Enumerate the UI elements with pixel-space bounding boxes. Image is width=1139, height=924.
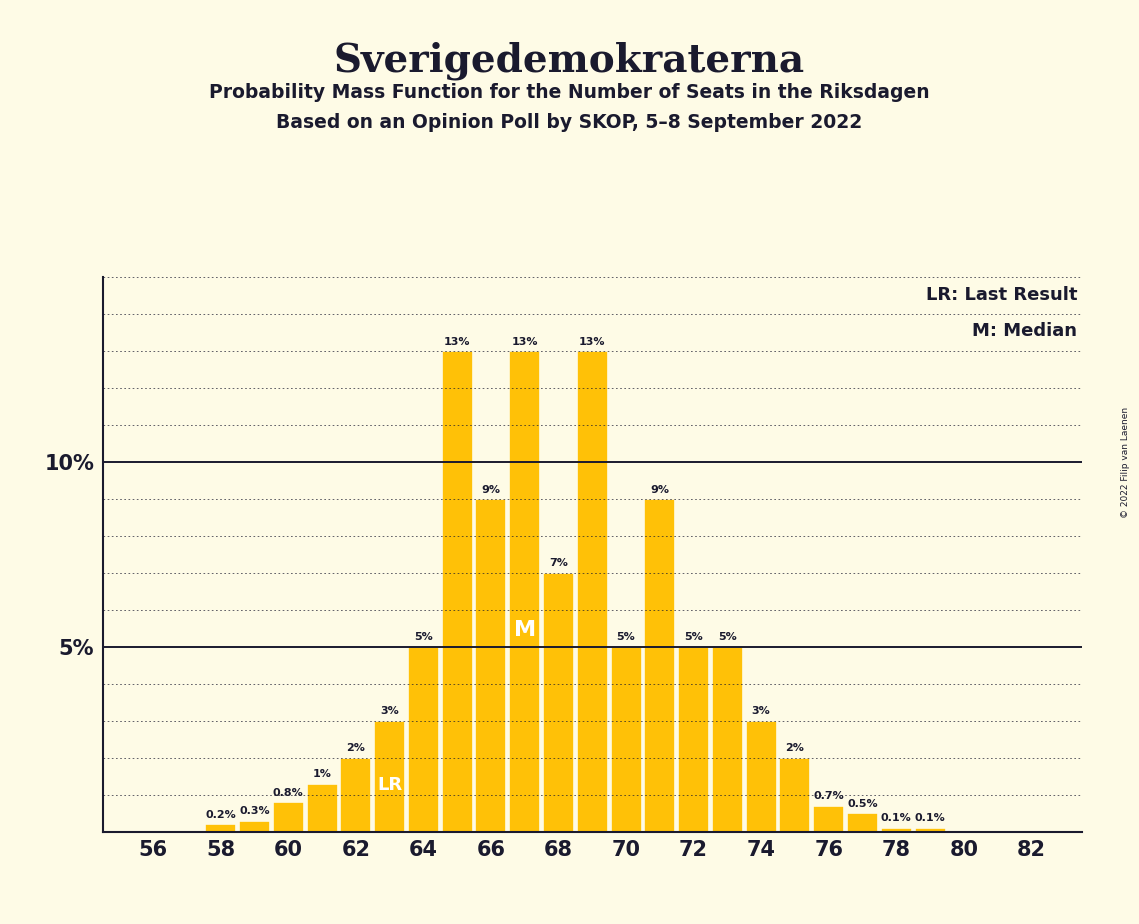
Text: 1%: 1% xyxy=(312,769,331,779)
Text: 2%: 2% xyxy=(346,743,366,753)
Text: 13%: 13% xyxy=(579,336,606,346)
Text: 2%: 2% xyxy=(786,743,804,753)
Bar xyxy=(611,647,641,832)
Text: 0.7%: 0.7% xyxy=(813,791,844,801)
Bar xyxy=(408,647,439,832)
Text: 3%: 3% xyxy=(752,706,771,716)
Bar xyxy=(576,351,608,832)
Bar xyxy=(813,806,844,832)
Bar xyxy=(272,802,304,832)
Text: 13%: 13% xyxy=(444,336,470,346)
Text: 0.1%: 0.1% xyxy=(880,813,911,823)
Text: 9%: 9% xyxy=(650,484,670,494)
Bar xyxy=(341,758,371,832)
Text: 0.8%: 0.8% xyxy=(273,787,304,797)
Text: 0.2%: 0.2% xyxy=(205,809,236,820)
Text: 5%: 5% xyxy=(718,632,737,642)
Text: M: Median: M: Median xyxy=(973,322,1077,339)
Text: 0.1%: 0.1% xyxy=(915,813,945,823)
Bar xyxy=(779,758,811,832)
Bar xyxy=(475,499,507,832)
Text: 13%: 13% xyxy=(511,336,538,346)
Text: M: M xyxy=(514,620,535,639)
Bar xyxy=(205,824,236,832)
Bar xyxy=(678,647,710,832)
Text: 0.5%: 0.5% xyxy=(847,798,878,808)
Text: 3%: 3% xyxy=(380,706,399,716)
Bar xyxy=(645,499,675,832)
Text: 9%: 9% xyxy=(482,484,500,494)
Bar xyxy=(543,573,574,832)
Text: LR: LR xyxy=(377,776,402,794)
Bar xyxy=(880,828,912,832)
Text: 7%: 7% xyxy=(549,558,568,568)
Bar xyxy=(239,821,270,832)
Text: Probability Mass Function for the Number of Seats in the Riksdagen: Probability Mass Function for the Number… xyxy=(210,83,929,103)
Text: 5%: 5% xyxy=(685,632,703,642)
Bar xyxy=(509,351,540,832)
Text: 5%: 5% xyxy=(616,632,636,642)
Bar xyxy=(915,828,945,832)
Bar xyxy=(847,813,878,832)
Text: LR: Last Result: LR: Last Result xyxy=(926,286,1077,303)
Text: © 2022 Filip van Laenen: © 2022 Filip van Laenen xyxy=(1121,407,1130,517)
Bar xyxy=(374,721,405,832)
Bar xyxy=(712,647,743,832)
Bar xyxy=(442,351,473,832)
Bar xyxy=(746,721,777,832)
Text: 5%: 5% xyxy=(413,632,433,642)
Text: Sverigedemokraterna: Sverigedemokraterna xyxy=(334,42,805,80)
Bar xyxy=(306,784,337,832)
Text: 0.3%: 0.3% xyxy=(239,806,270,816)
Text: Based on an Opinion Poll by SKOP, 5–8 September 2022: Based on an Opinion Poll by SKOP, 5–8 Se… xyxy=(277,113,862,132)
